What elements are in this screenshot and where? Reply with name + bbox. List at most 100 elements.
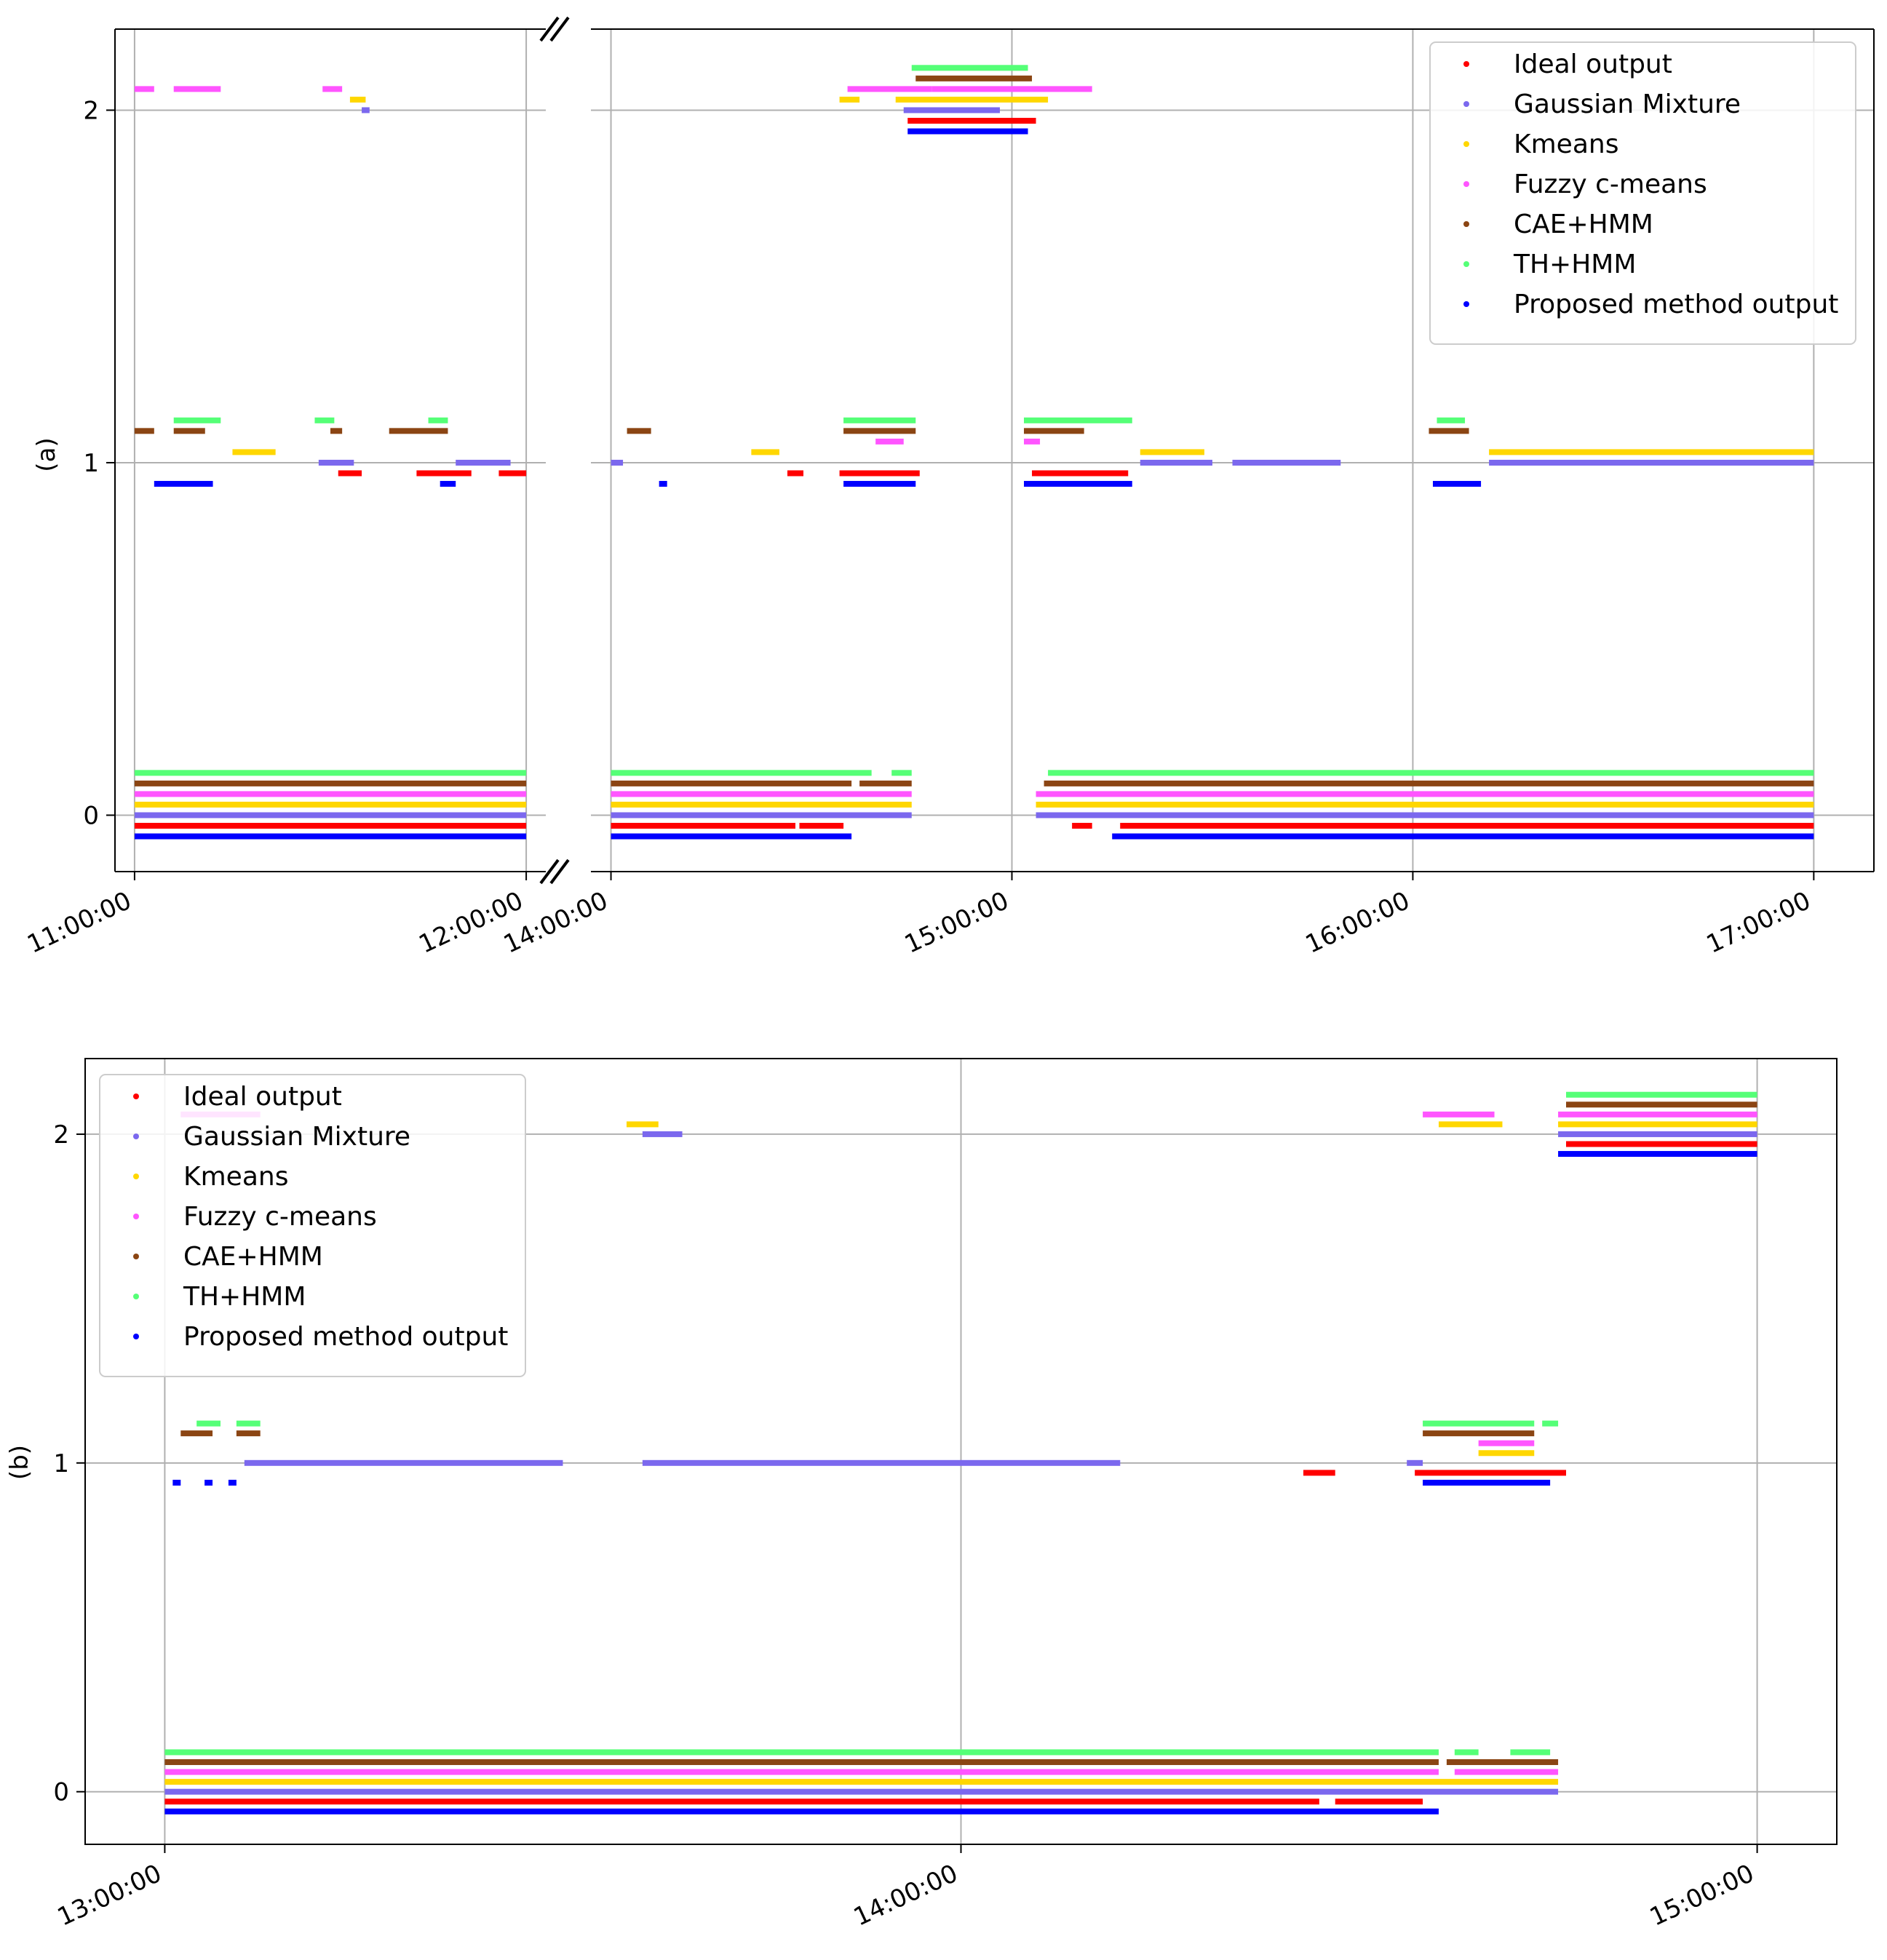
panel-a-run-proposed-method-output — [611, 833, 852, 840]
panel-b-legend-label-fuzzy-c-means: Fuzzy c-means — [183, 1202, 377, 1232]
panel-b-run-cae-hmm — [1566, 1101, 1757, 1108]
panel-b-run-kmeans — [1478, 1450, 1535, 1457]
panel-b-run-fuzzy-c-means — [1558, 1111, 1757, 1118]
panel-a-run-th-hmm — [611, 770, 872, 776]
panel-b-run-ideal-output — [1415, 1470, 1567, 1476]
panel-a-run-proposed-method-output — [1112, 833, 1814, 840]
panel-a-legend-marker-ideal-output — [1463, 61, 1469, 67]
panel-a-run-gaussian-mixture — [1036, 812, 1814, 818]
panel-a-run-fuzzy-c-means — [1036, 791, 1814, 797]
panel-a-series-proposed-method-output — [134, 128, 1814, 840]
panel-b-legend-label-proposed-method-output: Proposed method output — [183, 1322, 508, 1352]
panel-a-axis-break-mark — [549, 859, 570, 885]
panel-a-run-gaussian-mixture — [318, 459, 354, 466]
panel-b-run-th-hmm — [236, 1420, 261, 1427]
panel-b-run-fuzzy-c-means — [1454, 1769, 1559, 1775]
panel-a-run-fuzzy-c-means — [875, 438, 904, 445]
panel-b-run-ideal-output — [164, 1798, 1319, 1805]
panel-b-run-gaussian-mixture — [642, 1131, 683, 1137]
panel-b-run-th-hmm — [196, 1420, 221, 1427]
panel-b-run-proposed-method-output — [172, 1479, 181, 1486]
panel-a-run-ideal-output — [338, 470, 362, 477]
panel-a-run-kmeans — [1036, 801, 1814, 808]
panel-a-ytick-label: 0 — [83, 801, 99, 830]
panel-b-legend-marker-gaussian-mixture — [133, 1134, 139, 1139]
panel-a-run-kmeans — [895, 96, 1049, 103]
panel-a-series-gaussian-mixture — [134, 107, 1814, 818]
panel-a-legend-marker-fuzzy-c-means — [1463, 181, 1469, 187]
panel-b-run-th-hmm — [1542, 1420, 1559, 1427]
panel-a-frame — [114, 16, 1875, 885]
panel-a-legend: Ideal output Gaussian Mixture Kmeans Fuzzy … — [1429, 41, 1856, 345]
panel-b-series-cae-hmm — [164, 1101, 1757, 1766]
panel-a-run-cae-hmm — [389, 428, 448, 434]
panel-b-legend-marker-ideal-output — [133, 1093, 139, 1099]
panel-b-legend-label-th-hmm: TH+HMM — [183, 1282, 306, 1312]
panel-a-marks — [134, 65, 1814, 840]
panel-a-legend-marker-gaussian-mixture — [1463, 101, 1469, 107]
panel-a-run-cae-hmm — [134, 428, 154, 434]
panel-a-legend-label-fuzzy-c-means: Fuzzy c-means — [1514, 170, 1707, 199]
panel-a-run-ideal-output — [799, 823, 844, 829]
panel-b-run-proposed-method-output — [228, 1479, 237, 1486]
panel-b-run-proposed-method-output — [164, 1808, 1439, 1814]
panel-a-ylabel: (a) — [32, 437, 61, 471]
panel-b-run-proposed-method-output — [1423, 1479, 1551, 1486]
panel-a-run-cae-hmm — [173, 428, 205, 434]
panel-a-run-ideal-output — [907, 117, 1036, 124]
panel-a-run-kmeans — [1140, 449, 1204, 455]
panel-b-run-th-hmm — [1454, 1749, 1479, 1756]
panel-b-run-kmeans — [1438, 1121, 1503, 1128]
panel-a-run-cae-hmm — [611, 780, 852, 786]
panel-a-series-ideal-output — [134, 117, 1814, 829]
panel-b-run-cae-hmm — [236, 1430, 261, 1437]
panel-b-legend-label-kmeans: Kmeans — [183, 1162, 288, 1192]
panel-a-run-cae-hmm — [330, 428, 343, 434]
panel-a-run-proposed-method-output — [440, 481, 456, 487]
panel-b-legend-label-cae-hmm: CAE+HMM — [183, 1242, 323, 1272]
panel-b-run-kmeans — [626, 1121, 659, 1128]
panel-a-run-kmeans — [611, 801, 912, 808]
panel-a-series-th-hmm — [134, 65, 1814, 776]
panel-b-run-th-hmm — [1423, 1420, 1535, 1427]
panel-a-legend-label-proposed-method-output: Proposed method output — [1514, 290, 1838, 319]
panel-a-series-cae-hmm — [134, 75, 1814, 786]
panel-a-legend-label-gaussian-mixture: Gaussian Mixture — [1514, 89, 1741, 119]
panel-a-axis-break-mark — [549, 16, 570, 42]
panel-a-run-fuzzy-c-means — [322, 86, 343, 92]
panel-b-run-gaussian-mixture — [164, 1788, 1559, 1795]
panel-b-marks — [164, 1091, 1757, 1814]
panel-a-run-kmeans — [751, 449, 779, 455]
panel-b-legend-marker-fuzzy-c-means — [133, 1214, 139, 1219]
panel-a-run-proposed-method-output — [659, 481, 667, 487]
panel-a-run-kmeans — [232, 449, 276, 455]
panel-b-run-gaussian-mixture — [1407, 1459, 1423, 1466]
panel-a-run-ideal-output — [787, 470, 803, 477]
panel-a-run-fuzzy-c-means — [1024, 438, 1041, 445]
panel-b-run-gaussian-mixture — [642, 1459, 1121, 1466]
panel-a-run-th-hmm — [1024, 417, 1132, 423]
panel-b-ytick-label: 2 — [53, 1120, 69, 1150]
panel-a-run-gaussian-mixture — [611, 459, 624, 466]
panel-a-run-ideal-output — [1032, 470, 1129, 477]
panel-b-run-cae-hmm — [164, 1759, 1439, 1766]
panel-a-run-ideal-output — [1120, 823, 1814, 829]
panel-b-run-fuzzy-c-means — [1423, 1111, 1495, 1118]
panel-b-run-kmeans — [164, 1779, 1559, 1785]
panel-a-legend-marker-cae-hmm — [1463, 221, 1469, 227]
panel-a-run-proposed-method-output — [1024, 481, 1132, 487]
panel-a-axis-break-mark — [539, 16, 560, 42]
panel-b-legend-label-gaussian-mixture: Gaussian Mixture — [183, 1122, 410, 1152]
panel-b-series-ideal-output — [164, 1141, 1757, 1805]
panel-a-run-gaussian-mixture — [1489, 459, 1814, 466]
panel-a-ytick-label: 1 — [83, 449, 99, 478]
panel-a-run-ideal-output — [498, 470, 527, 477]
panel-a-run-kmeans — [839, 96, 860, 103]
panel-b-legend: Ideal output Gaussian Mixture Kmeans Fuzzy … — [99, 1074, 526, 1377]
panel-a-run-fuzzy-c-means — [134, 86, 154, 92]
panel-b-ytick-label: 0 — [53, 1778, 69, 1807]
panel-b-legend-marker-proposed-method-output — [133, 1334, 139, 1339]
panel-b-series-gaussian-mixture — [164, 1131, 1757, 1795]
panel-b-run-fuzzy-c-means — [164, 1769, 1439, 1775]
panel-b-run-cae-hmm — [1446, 1759, 1559, 1766]
